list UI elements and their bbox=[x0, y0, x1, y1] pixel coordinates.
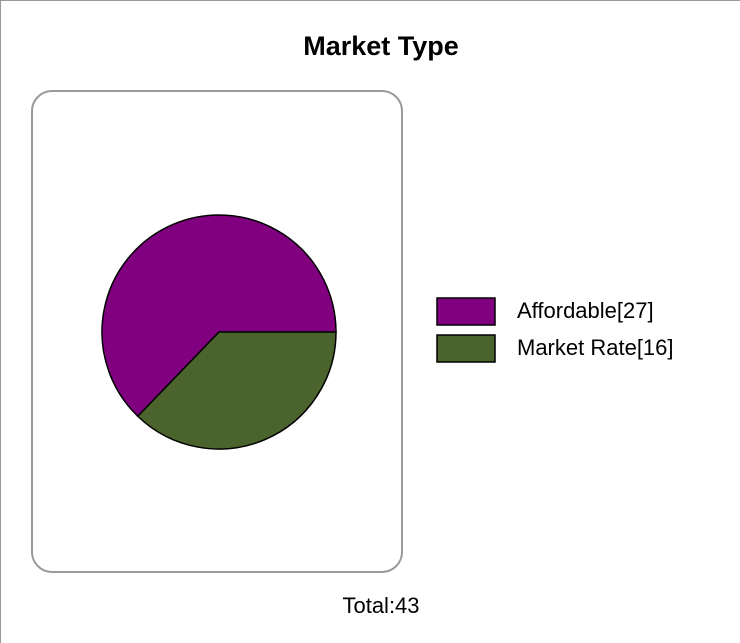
legend-swatch bbox=[436, 334, 496, 363]
legend-label: Affordable[27] bbox=[517, 298, 654, 323]
legend-label: Market Rate[16] bbox=[517, 335, 674, 360]
total-label: Total:43 bbox=[342, 593, 419, 618]
legend-swatch bbox=[436, 297, 496, 326]
chart-title: Market Type bbox=[303, 31, 459, 61]
pie-slice bbox=[101, 214, 337, 418]
pie-slice bbox=[136, 331, 337, 450]
